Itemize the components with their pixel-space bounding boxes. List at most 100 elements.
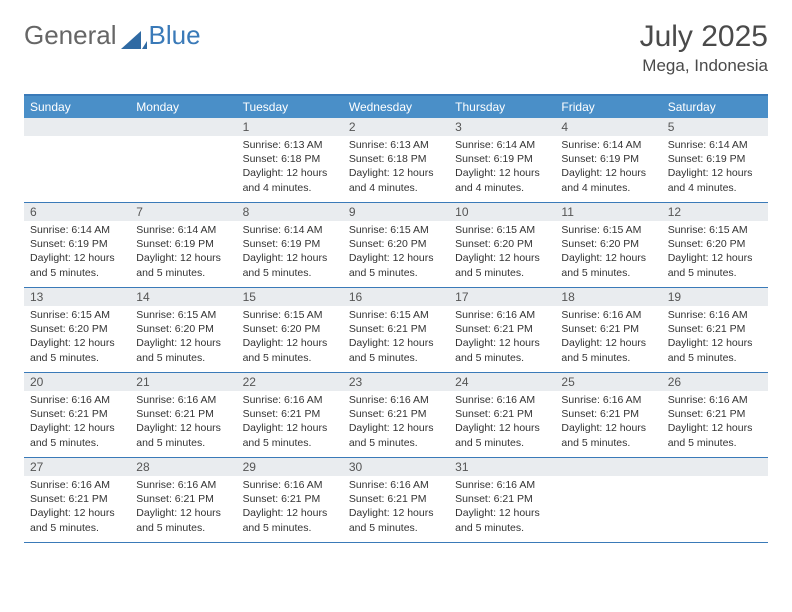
day-details: Sunrise: 6:15 AMSunset: 6:20 PMDaylight:… — [237, 306, 343, 369]
day-number: 13 — [24, 288, 130, 306]
weeks-container: 1Sunrise: 6:13 AMSunset: 6:18 PMDaylight… — [24, 118, 768, 543]
day-details: Sunrise: 6:16 AMSunset: 6:21 PMDaylight:… — [237, 476, 343, 539]
dow-label: Sunday — [24, 96, 130, 118]
day-cell: 31Sunrise: 6:16 AMSunset: 6:21 PMDayligh… — [449, 458, 555, 542]
day-number: 27 — [24, 458, 130, 476]
day-cell: 29Sunrise: 6:16 AMSunset: 6:21 PMDayligh… — [237, 458, 343, 542]
day-number: 12 — [662, 203, 768, 221]
day-number: 11 — [555, 203, 661, 221]
day-details: Sunrise: 6:14 AMSunset: 6:19 PMDaylight:… — [555, 136, 661, 199]
day-number — [130, 118, 236, 136]
day-number: 4 — [555, 118, 661, 136]
day-number: 7 — [130, 203, 236, 221]
day-cell: 24Sunrise: 6:16 AMSunset: 6:21 PMDayligh… — [449, 373, 555, 457]
day-cell: 4Sunrise: 6:14 AMSunset: 6:19 PMDaylight… — [555, 118, 661, 202]
day-cell: 20Sunrise: 6:16 AMSunset: 6:21 PMDayligh… — [24, 373, 130, 457]
day-details: Sunrise: 6:14 AMSunset: 6:19 PMDaylight:… — [662, 136, 768, 199]
week-row: 13Sunrise: 6:15 AMSunset: 6:20 PMDayligh… — [24, 288, 768, 373]
day-details: Sunrise: 6:16 AMSunset: 6:21 PMDaylight:… — [449, 391, 555, 454]
day-number: 24 — [449, 373, 555, 391]
day-cell: 16Sunrise: 6:15 AMSunset: 6:21 PMDayligh… — [343, 288, 449, 372]
day-cell: 7Sunrise: 6:14 AMSunset: 6:19 PMDaylight… — [130, 203, 236, 287]
day-details: Sunrise: 6:15 AMSunset: 6:20 PMDaylight:… — [130, 306, 236, 369]
day-number: 26 — [662, 373, 768, 391]
day-cell: 10Sunrise: 6:15 AMSunset: 6:20 PMDayligh… — [449, 203, 555, 287]
day-cell: 18Sunrise: 6:16 AMSunset: 6:21 PMDayligh… — [555, 288, 661, 372]
day-cell: 30Sunrise: 6:16 AMSunset: 6:21 PMDayligh… — [343, 458, 449, 542]
day-cell: 14Sunrise: 6:15 AMSunset: 6:20 PMDayligh… — [130, 288, 236, 372]
day-cell: 23Sunrise: 6:16 AMSunset: 6:21 PMDayligh… — [343, 373, 449, 457]
day-cell — [662, 458, 768, 542]
brand-word-1: General — [24, 20, 117, 51]
brand-logo: General Blue — [24, 20, 201, 51]
dow-label: Saturday — [662, 96, 768, 118]
day-details: Sunrise: 6:16 AMSunset: 6:21 PMDaylight:… — [662, 306, 768, 369]
day-number: 15 — [237, 288, 343, 306]
day-number: 6 — [24, 203, 130, 221]
dow-label: Wednesday — [343, 96, 449, 118]
day-cell: 19Sunrise: 6:16 AMSunset: 6:21 PMDayligh… — [662, 288, 768, 372]
dow-label: Thursday — [449, 96, 555, 118]
day-cell: 8Sunrise: 6:14 AMSunset: 6:19 PMDaylight… — [237, 203, 343, 287]
day-cell: 3Sunrise: 6:14 AMSunset: 6:19 PMDaylight… — [449, 118, 555, 202]
day-number: 16 — [343, 288, 449, 306]
day-number — [555, 458, 661, 476]
calendar-grid: SundayMondayTuesdayWednesdayThursdayFrid… — [24, 94, 768, 543]
day-number: 3 — [449, 118, 555, 136]
day-number: 29 — [237, 458, 343, 476]
day-number: 10 — [449, 203, 555, 221]
day-details: Sunrise: 6:16 AMSunset: 6:21 PMDaylight:… — [449, 476, 555, 539]
brand-word-2: Blue — [149, 20, 201, 51]
day-cell — [130, 118, 236, 202]
day-number: 30 — [343, 458, 449, 476]
day-number: 23 — [343, 373, 449, 391]
day-cell: 5Sunrise: 6:14 AMSunset: 6:19 PMDaylight… — [662, 118, 768, 202]
day-details: Sunrise: 6:15 AMSunset: 6:20 PMDaylight:… — [555, 221, 661, 284]
day-number: 20 — [24, 373, 130, 391]
day-details: Sunrise: 6:16 AMSunset: 6:21 PMDaylight:… — [24, 476, 130, 539]
day-cell: 22Sunrise: 6:16 AMSunset: 6:21 PMDayligh… — [237, 373, 343, 457]
title-block: July 2025 Mega, Indonesia — [640, 20, 768, 76]
day-details: Sunrise: 6:16 AMSunset: 6:21 PMDaylight:… — [237, 391, 343, 454]
day-cell: 9Sunrise: 6:15 AMSunset: 6:20 PMDaylight… — [343, 203, 449, 287]
day-details: Sunrise: 6:16 AMSunset: 6:21 PMDaylight:… — [555, 391, 661, 454]
day-cell: 21Sunrise: 6:16 AMSunset: 6:21 PMDayligh… — [130, 373, 236, 457]
sail-icon — [121, 25, 147, 43]
day-number: 17 — [449, 288, 555, 306]
day-number: 25 — [555, 373, 661, 391]
day-number: 1 — [237, 118, 343, 136]
day-details: Sunrise: 6:15 AMSunset: 6:21 PMDaylight:… — [343, 306, 449, 369]
day-number — [24, 118, 130, 136]
dow-label: Tuesday — [237, 96, 343, 118]
dow-label: Monday — [130, 96, 236, 118]
day-number: 5 — [662, 118, 768, 136]
day-number — [662, 458, 768, 476]
day-cell: 1Sunrise: 6:13 AMSunset: 6:18 PMDaylight… — [237, 118, 343, 202]
day-details: Sunrise: 6:15 AMSunset: 6:20 PMDaylight:… — [662, 221, 768, 284]
day-number: 2 — [343, 118, 449, 136]
day-details: Sunrise: 6:16 AMSunset: 6:21 PMDaylight:… — [662, 391, 768, 454]
day-cell — [555, 458, 661, 542]
day-number: 21 — [130, 373, 236, 391]
week-row: 1Sunrise: 6:13 AMSunset: 6:18 PMDaylight… — [24, 118, 768, 203]
day-details: Sunrise: 6:14 AMSunset: 6:19 PMDaylight:… — [24, 221, 130, 284]
day-number: 22 — [237, 373, 343, 391]
location-label: Mega, Indonesia — [640, 56, 768, 76]
day-number: 9 — [343, 203, 449, 221]
day-cell: 25Sunrise: 6:16 AMSunset: 6:21 PMDayligh… — [555, 373, 661, 457]
day-cell: 2Sunrise: 6:13 AMSunset: 6:18 PMDaylight… — [343, 118, 449, 202]
day-details: Sunrise: 6:16 AMSunset: 6:21 PMDaylight:… — [130, 391, 236, 454]
day-details: Sunrise: 6:14 AMSunset: 6:19 PMDaylight:… — [130, 221, 236, 284]
day-number: 31 — [449, 458, 555, 476]
day-details: Sunrise: 6:14 AMSunset: 6:19 PMDaylight:… — [237, 221, 343, 284]
day-details: Sunrise: 6:16 AMSunset: 6:21 PMDaylight:… — [130, 476, 236, 539]
day-details: Sunrise: 6:13 AMSunset: 6:18 PMDaylight:… — [237, 136, 343, 199]
day-details: Sunrise: 6:15 AMSunset: 6:20 PMDaylight:… — [24, 306, 130, 369]
day-details: Sunrise: 6:16 AMSunset: 6:21 PMDaylight:… — [449, 306, 555, 369]
page-header: General Blue July 2025 Mega, Indonesia — [24, 20, 768, 76]
day-number: 28 — [130, 458, 236, 476]
day-details: Sunrise: 6:16 AMSunset: 6:21 PMDaylight:… — [343, 476, 449, 539]
day-details: Sunrise: 6:16 AMSunset: 6:21 PMDaylight:… — [24, 391, 130, 454]
day-cell: 6Sunrise: 6:14 AMSunset: 6:19 PMDaylight… — [24, 203, 130, 287]
day-cell: 15Sunrise: 6:15 AMSunset: 6:20 PMDayligh… — [237, 288, 343, 372]
